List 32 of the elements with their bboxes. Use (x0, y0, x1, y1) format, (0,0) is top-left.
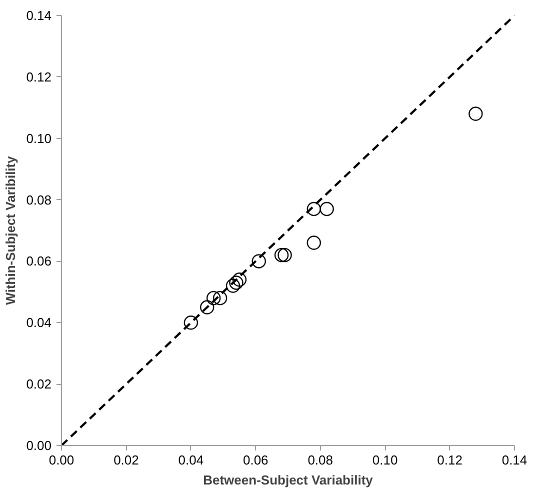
y-tick-label: 0.04 (26, 315, 52, 330)
point (278, 248, 292, 262)
y-tick-label: 0.12 (26, 69, 52, 84)
y-tick-label: 0.08 (26, 192, 52, 208)
point (252, 254, 266, 268)
y-tick-label: 0.00 (26, 438, 52, 453)
point (274, 248, 289, 262)
y-tick-label: 0.02 (26, 376, 52, 392)
y-axis-title: Within-Subject Varibility (3, 155, 18, 305)
x-tick-label: 0.04 (178, 452, 204, 468)
point (306, 236, 321, 250)
x-tick-label: 0.06 (242, 452, 268, 468)
x-tick-label: 0.12 (437, 452, 462, 468)
point (229, 276, 244, 290)
x-tick-label: 0.02 (114, 452, 139, 468)
y-tick-label: 0.10 (26, 130, 52, 146)
point (226, 278, 240, 293)
x-tick-label: 0.00 (48, 452, 74, 468)
point (200, 300, 214, 314)
x-tick-label: 0.08 (308, 452, 334, 468)
point (184, 316, 198, 330)
point (320, 202, 334, 216)
y-tick-label: 0.14 (26, 8, 52, 23)
point (206, 290, 221, 306)
x-tick-label: 0.14 (502, 452, 528, 468)
point (306, 202, 321, 216)
x-axis-title: Between-Subject Variability (203, 472, 374, 488)
point (212, 290, 228, 306)
y-tick-label: 0.06 (26, 254, 52, 269)
point (468, 106, 483, 121)
x-tick-label: 0.10 (372, 452, 398, 468)
point (232, 272, 247, 287)
